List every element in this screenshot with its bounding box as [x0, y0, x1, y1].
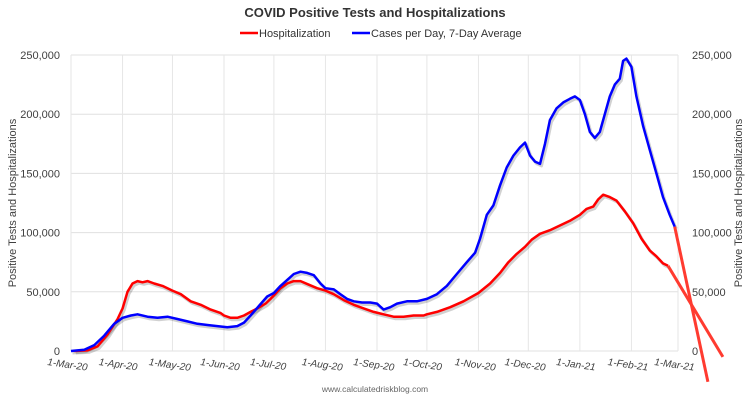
- x-tick-label: 1-Aug-20: [301, 357, 344, 374]
- x-tick-label: 1-Dec-20: [504, 357, 547, 374]
- y-tick-label-left: 50,000: [26, 287, 60, 299]
- x-tick-label: 1-Jul-20: [249, 357, 287, 373]
- x-tick-label: 1-Jun-20: [200, 357, 241, 373]
- x-tick-label: 1-Apr-20: [98, 357, 138, 373]
- trendline-hospitalization: [666, 265, 725, 358]
- y-tick-label-right: 250,000: [692, 50, 732, 62]
- y-tick-label-right: 0: [692, 346, 698, 358]
- y-tick-label-left: 250,000: [20, 50, 60, 62]
- x-tick-label: 1-Mar-21: [654, 357, 696, 374]
- y-axis-left: 0 50,000 100,000 150,000 200,000 250,000: [20, 50, 60, 358]
- y-tick-label-left: 150,000: [20, 168, 60, 180]
- x-axis: 1-Mar-20 1-Apr-20 1-May-20 1-Jun-20 1-Jul-20…: [47, 357, 696, 374]
- y-tick-label-right: 100,000: [692, 228, 732, 240]
- y-axis-left-label: Positive Tests and Hospitalizations: [7, 118, 19, 287]
- series-layer: [70, 57, 725, 383]
- x-tick-label: 1-Mar-20: [47, 357, 89, 374]
- credit-text: www.calculatedriskblog.com: [321, 384, 428, 394]
- legend: Hospitalization Cases per Day, 7-Day Ave…: [240, 28, 522, 40]
- y-tick-label-left: 0: [54, 346, 60, 358]
- legend-label-cases: Cases per Day, 7-Day Average: [371, 28, 522, 40]
- x-tick-label: 1-Sep-20: [353, 357, 396, 374]
- legend-label-hospitalization: Hospitalization: [259, 28, 331, 40]
- y-axis-right: 0 50,000 100,000 150,000 200,000 250,000: [692, 50, 732, 358]
- y-tick-label-right: 150,000: [692, 168, 732, 180]
- y-tick-label-right: 200,000: [692, 109, 732, 121]
- y-tick-label-right: 50,000: [692, 287, 726, 299]
- chart-title: COVID Positive Tests and Hospitalization…: [244, 5, 505, 20]
- y-tick-label-left: 100,000: [20, 228, 60, 240]
- x-tick-label: 1-Feb-21: [607, 357, 649, 374]
- x-tick-label: 1-Oct-20: [402, 357, 442, 373]
- series-line-hospitalization: [74, 193, 669, 353]
- series-line-cases: [70, 57, 676, 353]
- series-shadow: [75, 195, 671, 355]
- y-axis-right-label: Positive Tests and Hospitalizations: [733, 118, 745, 287]
- y-tick-label-left: 200,000: [20, 109, 60, 121]
- x-tick-label: 1-May-20: [148, 357, 192, 374]
- series-shadow: [72, 59, 678, 355]
- x-tick-label: 1-Jan-21: [555, 357, 596, 373]
- x-tick-label: 1-Nov-20: [454, 357, 497, 374]
- gridlines: [70, 54, 679, 352]
